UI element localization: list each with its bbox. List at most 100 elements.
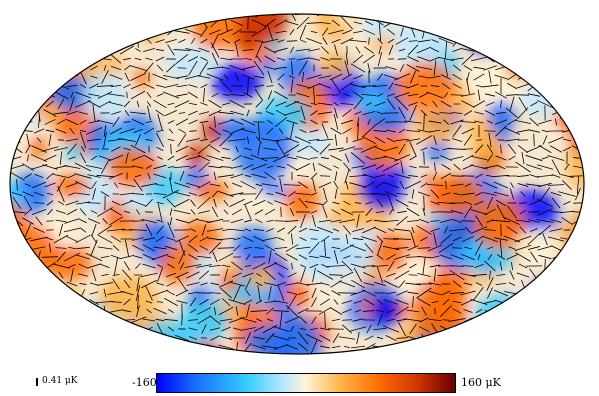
polarization-vector xyxy=(452,64,462,72)
polarization-vector xyxy=(321,27,329,37)
polarization-vector xyxy=(495,199,507,207)
polarization-vector xyxy=(382,245,400,251)
polarization-vector xyxy=(112,116,120,128)
polarization-vector xyxy=(27,154,29,162)
polarization-vector xyxy=(362,124,376,138)
polarization-vector xyxy=(156,64,164,72)
polarization-vector xyxy=(450,183,464,187)
polarization-vector xyxy=(510,188,514,200)
polarization-vector xyxy=(233,39,241,43)
polarization-vector xyxy=(229,99,245,109)
polarization-vector xyxy=(132,165,144,169)
polarization-vector xyxy=(214,116,216,128)
polarization-vector xyxy=(495,155,507,161)
polarization-vector xyxy=(444,41,448,59)
polarization-vector xyxy=(507,118,517,126)
polarization-vector xyxy=(143,47,155,53)
polarization-vector xyxy=(310,172,318,180)
polarization-vector xyxy=(429,129,441,133)
polarization-vector xyxy=(244,277,252,291)
polarization-vector xyxy=(107,93,125,97)
polarization-vector xyxy=(198,191,210,197)
polarization-vector xyxy=(422,257,426,275)
polarization-vector xyxy=(356,117,360,127)
polarization-vector xyxy=(485,101,495,107)
polarization-vector xyxy=(201,224,207,236)
polarization-vector xyxy=(179,262,185,270)
polarization-vector xyxy=(394,270,410,280)
polarization-vector xyxy=(275,30,287,34)
polarization-vector xyxy=(396,263,408,269)
polarization-vector xyxy=(430,47,440,53)
polarization-vector xyxy=(220,57,232,61)
polarization-vector xyxy=(296,16,310,30)
polarization-vector xyxy=(492,174,510,178)
polarization-vector xyxy=(156,132,164,148)
polarization-vector xyxy=(135,48,141,52)
polarization-vector xyxy=(283,110,301,116)
polarization-vector xyxy=(86,138,102,142)
polarization-vector xyxy=(405,282,421,286)
polarization-vector xyxy=(166,198,176,208)
polarization-vector xyxy=(123,65,131,71)
polarization-vector xyxy=(188,319,198,321)
polarization-vector xyxy=(74,162,92,172)
polarization-vector xyxy=(407,245,419,251)
polarization-vector xyxy=(406,64,420,72)
polarization-vector xyxy=(310,30,318,34)
polarization-vector xyxy=(331,246,341,250)
polarization-vector xyxy=(310,210,318,214)
polarization-vector xyxy=(276,141,286,157)
polarization-vector xyxy=(341,73,353,81)
polarization-vector xyxy=(68,156,76,160)
temperature-spot xyxy=(566,126,584,155)
polarization-vector xyxy=(110,301,122,303)
polarization-vector xyxy=(266,193,274,195)
polarization-vector xyxy=(365,207,373,217)
polarization-vector xyxy=(168,309,174,313)
polarization-vector xyxy=(243,57,253,61)
polarization-vector xyxy=(255,183,263,187)
polarization-vector xyxy=(547,155,565,161)
polarization-vector xyxy=(174,198,190,208)
polarization-vector xyxy=(207,218,223,224)
temperature-spot xyxy=(493,14,543,41)
polarization-vector xyxy=(484,208,496,216)
polarization-vector xyxy=(24,183,32,187)
polarization-vector xyxy=(244,342,252,352)
polarization-vector xyxy=(415,66,433,70)
polarization-vector xyxy=(334,171,338,181)
polarization-vector xyxy=(133,178,143,192)
polarization-vector xyxy=(484,260,496,272)
temperature-spot xyxy=(82,72,129,122)
polarization-vector xyxy=(448,228,466,232)
polarization-vector xyxy=(187,56,199,62)
polarization-vector xyxy=(167,155,175,161)
polarization-vector xyxy=(443,119,449,125)
polarization-vector xyxy=(507,143,517,155)
polarization-vector xyxy=(400,160,404,174)
polarization-vector xyxy=(310,339,318,354)
polarization-vector xyxy=(136,305,140,317)
polarization-vector xyxy=(272,310,290,312)
polarization-vector xyxy=(550,245,562,251)
polarization-vector xyxy=(527,232,541,246)
polarization-vector xyxy=(190,209,196,215)
polarization-vector xyxy=(430,220,440,222)
polarization-vector xyxy=(218,280,234,288)
polarization-vector xyxy=(451,137,463,143)
polarization-vector xyxy=(197,75,211,79)
temperature-spot xyxy=(111,14,170,33)
polarization-vector xyxy=(288,58,296,60)
polarization-vector xyxy=(321,156,329,160)
polarization-vector xyxy=(256,55,262,63)
polarization-vector xyxy=(473,66,485,70)
polarization-vector xyxy=(550,192,562,196)
polarization-vector xyxy=(310,192,318,196)
polarization-vector xyxy=(483,65,497,71)
polarization-vector xyxy=(177,133,187,147)
polarization-vector xyxy=(375,164,385,170)
polarization-vector xyxy=(310,119,318,125)
polarization-vector xyxy=(274,200,288,206)
polarization-vector xyxy=(206,155,224,161)
